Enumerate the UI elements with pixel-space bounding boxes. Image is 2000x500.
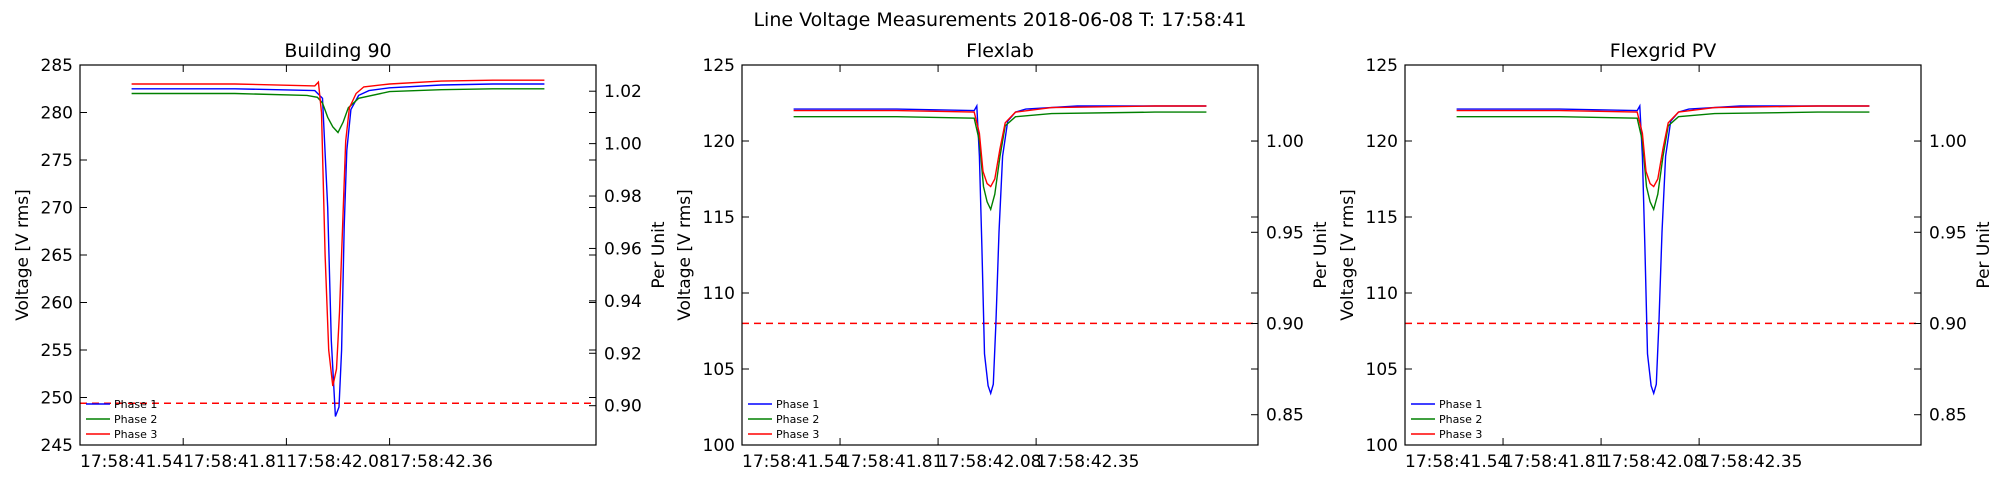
chart-title: Building 90 [284,40,391,62]
legend-label-phase-3: Phase 3 [114,428,157,441]
series-line-phase-1 [793,103,1207,396]
axes-frame [1404,64,1922,446]
y-tick-label: 275 [41,151,73,171]
y2-tick-label: 0.90 [1929,315,1967,335]
y2-tick-label: 0.98 [604,187,642,207]
series-line-phase-3 [131,79,545,387]
y-tick-label: 100 [1366,436,1398,456]
series-line-phase-3 [793,105,1207,188]
legend-label-phase-3: Phase 3 [1439,428,1482,441]
series-line-phase-2 [1456,111,1870,212]
axes-frame [79,64,597,446]
legend: Phase 1 Phase 2 Phase 3 [86,398,157,441]
chart-panel-1: Building 90 245 250 255 260 265 270 275 280 285 0.… [13,40,669,472]
x-tick-label: 17:58:41.81 [840,452,943,472]
x-tick-label: 17:58:42.35 [1699,452,1802,472]
y-tick-label: 280 [41,104,73,124]
y2-tick-label: 0.92 [604,344,642,364]
y-tick-label: 120 [1366,132,1398,152]
series-line-phase-1 [131,83,545,417]
series-line-phase-1 [1456,103,1870,396]
legend-label-phase-1: Phase 1 [1439,398,1482,411]
y2-tick-label: 0.96 [604,239,642,259]
legend-label-phase-2: Phase 2 [1439,413,1482,426]
y-tick-label: 115 [1366,208,1398,228]
y2-tick-label: 1.00 [604,135,642,155]
chart-title: Flexlab [966,40,1034,62]
x-tick-label: 17:58:41.54 [742,452,845,472]
x-tick-label: 17:58:41.54 [1405,452,1508,472]
x-tick-label: 17:58:42.08 [286,452,389,472]
y-tick-label: 110 [1366,284,1398,304]
y-tick-label: 245 [41,436,73,456]
chart-panel-2: Flexlab 100 105 110 115 120 125 0.85 0.90 0.95 1.0… [675,40,1331,472]
y2-axis-label: Per Unit [1974,221,1994,288]
y-tick-label: 105 [1366,360,1398,380]
legend-label-phase-2: Phase 2 [776,413,819,426]
y-tick-label: 285 [41,56,73,76]
figure-title: Line Voltage Measurements 2018-06-08 T: … [753,9,1246,31]
legend-label-phase-1: Phase 1 [776,398,819,411]
y-tick-label: 255 [41,341,73,361]
series-line-phase-2 [793,111,1207,212]
y-tick-label: 270 [41,199,73,219]
y-tick-label: 120 [703,132,735,152]
y2-tick-label: 0.95 [1929,223,1967,243]
axes-frame [741,64,1259,446]
y-tick-label: 115 [703,208,735,228]
chart-title: Flexgrid PV [1610,40,1717,62]
y2-tick-label: 1.02 [604,82,642,102]
series-line-phase-2 [131,88,545,134]
y-tick-label: 125 [1366,56,1398,76]
legend-label-phase-3: Phase 3 [776,428,819,441]
y2-axis-label: Per Unit [649,221,669,288]
y-axis-label: Voltage [V rms] [13,189,33,321]
x-tick-label: 17:58:41.54 [80,452,183,472]
x-tick-label: 17:58:42.08 [1601,452,1704,472]
y2-tick-label: 0.95 [1266,223,1304,243]
legend-label-phase-2: Phase 2 [114,413,157,426]
y-tick-label: 260 [41,294,73,314]
y-axis-label: Voltage [V rms] [1338,189,1358,321]
legend-label-phase-1: Phase 1 [114,398,157,411]
y2-tick-label: 0.85 [1929,406,1967,426]
y-tick-label: 250 [41,389,73,409]
y-tick-label: 105 [703,360,735,380]
x-tick-label: 17:58:42.35 [1036,452,1139,472]
y2-tick-label: 1.00 [1929,132,1967,152]
y2-tick-label: 0.90 [604,397,642,417]
y2-tick-label: 1.00 [1266,132,1304,152]
y-tick-label: 100 [703,436,735,456]
chart-panels: Building 90 245 250 255 260 265 270 275 280 285 0.… [13,40,1994,472]
y-tick-label: 125 [703,56,735,76]
legend: Phase 1 Phase 2 Phase 3 [1411,398,1482,441]
series-line-phase-3 [1456,105,1870,188]
chart-panel-3: Flexgrid PV 100 105 110 115 120 125 0.85 0.90 0.9… [1338,40,1994,472]
legend: Phase 1 Phase 2 Phase 3 [748,398,819,441]
y-tick-label: 265 [41,246,73,266]
x-tick-label: 17:58:41.81 [1503,452,1606,472]
y2-tick-label: 0.94 [604,292,642,312]
x-tick-label: 17:58:42.36 [390,452,493,472]
y2-tick-label: 0.90 [1266,315,1304,335]
y-axis-label: Voltage [V rms] [675,189,695,321]
x-tick-label: 17:58:41.81 [183,452,286,472]
y2-tick-label: 0.85 [1266,406,1304,426]
x-tick-label: 17:58:42.08 [938,452,1041,472]
y2-axis-label: Per Unit [1311,221,1331,288]
y-tick-label: 110 [703,284,735,304]
